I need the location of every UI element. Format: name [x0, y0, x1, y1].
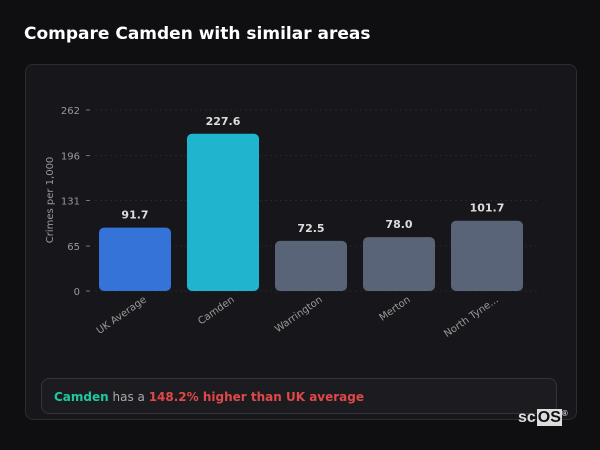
bar[interactable]	[451, 220, 523, 291]
y-tick-label: 0	[74, 287, 80, 298]
y-tick-label: 262	[61, 106, 80, 117]
bar-value-label: 101.7	[470, 202, 505, 215]
bar[interactable]	[187, 133, 259, 291]
bar-value-label: 227.6	[206, 115, 241, 128]
bar[interactable]	[275, 240, 347, 291]
x-tick-label: North Tyne...	[442, 294, 500, 340]
page-title: Compare Camden with similar areas	[24, 24, 371, 44]
x-tick-label: UK Average	[95, 294, 149, 336]
y-axis-label: Crimes per 1,000	[45, 157, 56, 244]
scos-logo: sc OS®	[518, 409, 568, 427]
y-tick-label: 131	[61, 197, 80, 208]
bar-value-label: 91.7	[121, 209, 148, 222]
x-tick-label: Merton	[378, 294, 413, 323]
bar[interactable]	[99, 227, 171, 291]
bar[interactable]	[363, 237, 435, 291]
comparison-note: Camden has a 148.2% higher than UK avera…	[41, 378, 557, 414]
note-text: has a	[108, 390, 149, 404]
y-tick-label: 65	[67, 242, 80, 253]
note-highlight: 148.2% higher than UK average	[148, 390, 365, 404]
y-tick-label: 196	[61, 152, 80, 163]
bar-value-label: 78.0	[385, 218, 412, 231]
area-name: Camden	[54, 390, 109, 404]
x-tick-label: Warrington	[273, 294, 325, 335]
bar-value-label: 72.5	[297, 222, 324, 235]
x-tick-label: Camden	[196, 294, 236, 327]
